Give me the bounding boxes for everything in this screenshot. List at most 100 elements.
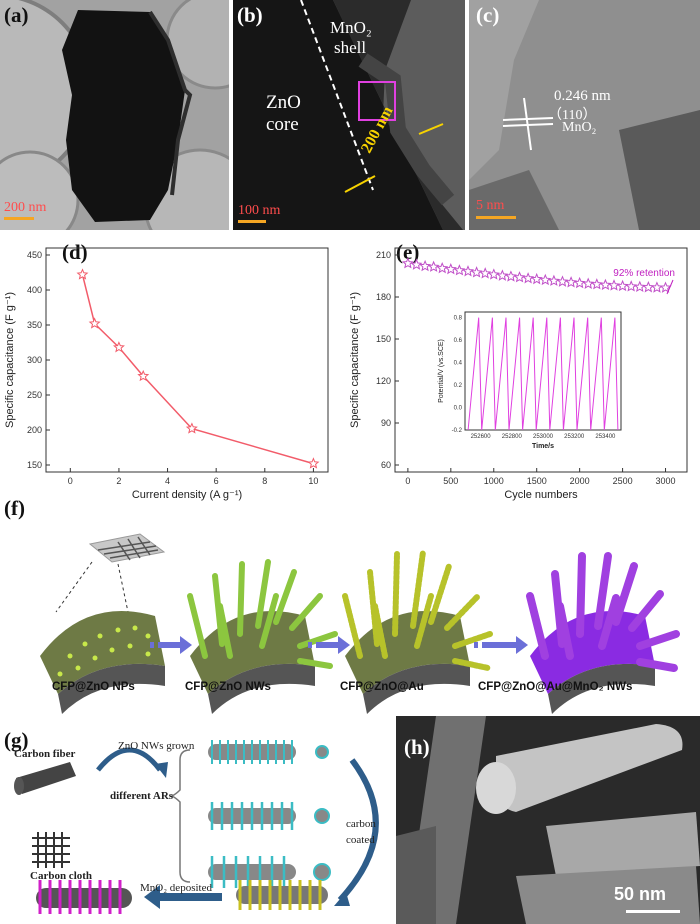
step-caption-4: CFP@ZnO@Au@MnO₂ NWs (478, 681, 633, 693)
data-point (633, 280, 646, 293)
inset-y-tick-label: -0.2 (452, 428, 463, 434)
y-tick-label: 150 (27, 460, 42, 470)
inset-x-tick-label: 253400 (595, 434, 616, 440)
x-axis-title: Current density (A g⁻¹) (132, 489, 242, 501)
data-point (530, 272, 543, 285)
inset-y-axis-title: Potential/V (vs.SCE) (438, 339, 445, 403)
data-point (642, 281, 655, 293)
zno-core-label: ZnO (266, 92, 301, 113)
y-tick-label: 90 (381, 418, 391, 428)
sem-image-h (396, 716, 700, 924)
inset-x-axis-title: Time/s (532, 443, 554, 450)
deposit-arrow (144, 885, 222, 909)
tem-image-a (0, 0, 229, 230)
lattice-spacing-label: 0.246 nm (554, 88, 611, 104)
inset-y-tick-label: 0.0 (454, 406, 463, 412)
data-point (427, 260, 440, 272)
lattice-material-label: MnO₂ (562, 120, 597, 135)
y-axis-title: Specific capacitance (F g⁻¹) (349, 292, 361, 428)
x-tick-label: 1000 (484, 476, 504, 486)
step-arrows (150, 636, 528, 654)
mno2-rod (36, 880, 132, 914)
data-point (659, 281, 672, 293)
lattice-plane-label: （110） (548, 108, 597, 123)
carbon-cloth-label: Carbon cloth (30, 870, 93, 882)
step-caption-2: CFP@ZnO NWs (185, 681, 271, 693)
sem-image-h-drawing (396, 716, 700, 924)
nanowire-rod-3 (208, 856, 296, 888)
y-tick-label: 200 (27, 425, 42, 435)
panel-a-scale-bar (4, 217, 34, 220)
data-point (444, 262, 457, 275)
data-point (650, 281, 663, 293)
inset-frame (464, 311, 622, 431)
data-point (419, 259, 432, 272)
y-tick-label: 250 (27, 390, 42, 400)
data-point (625, 280, 638, 292)
inset-x-tick-label: 253000 (533, 434, 554, 440)
fabrication-schematic (40, 533, 680, 714)
inset-x-tick-label: 253200 (564, 434, 585, 440)
x-tick-label: 500 (443, 476, 458, 486)
data-point (599, 278, 612, 291)
carbon-fiber-rod (14, 762, 76, 795)
data-point (565, 276, 578, 288)
y-tick-label: 400 (27, 285, 42, 295)
x-tick-label: 6 (214, 476, 219, 486)
y-tick-label: 300 (27, 355, 42, 365)
x-tick-label: 0 (68, 476, 73, 486)
tem-image-a-drawing (0, 0, 229, 230)
y-tick-label: 350 (27, 320, 42, 330)
y-axis-title: Specific capacitance (F g⁻¹) (4, 292, 16, 428)
step2-nanowires (187, 559, 338, 714)
mno2-deposited-label: MnO₂ deposited (140, 882, 212, 894)
data-point (185, 422, 198, 434)
data-point (496, 269, 509, 281)
rate-capability-chart: 0 2 4 6 8 10 150 200 250 300 350 400 450 Current dens… (4, 247, 329, 501)
grow-arrow (96, 747, 162, 772)
panel-a-scale-text: 200 nm (4, 200, 47, 215)
x-tick-label: 4 (165, 476, 170, 486)
plot-frame (45, 247, 329, 473)
panel-f-label: (f) (4, 496, 25, 520)
carbon-coated-rod (236, 880, 328, 910)
data-point (137, 369, 150, 382)
data-point (556, 275, 569, 287)
data-point (401, 257, 414, 269)
step-caption-1: CFP@ZnO NPs (52, 681, 135, 693)
data-point (410, 258, 423, 270)
panel-c-scale-text: 5 nm (476, 198, 505, 213)
tem-image-c-drawing (469, 0, 700, 230)
data-point (436, 262, 449, 274)
x-tick-label: 8 (262, 476, 267, 486)
y-tick-label: 60 (381, 460, 391, 470)
y-tick-label: 150 (376, 334, 391, 344)
panel-g-label: (g) (4, 728, 29, 752)
inset-y-tick-label: 0.8 (454, 316, 463, 322)
inset-y-tick-label: 0.2 (454, 383, 463, 389)
data-point (112, 341, 125, 353)
step-caption-3: CFP@ZnO@Au (340, 681, 424, 693)
nanowire-rod-2 (208, 802, 296, 830)
x-tick-label: 10 (308, 476, 318, 486)
x-tick-label: 2 (116, 476, 121, 486)
data-point (461, 265, 475, 277)
carbon-arrow (337, 758, 379, 903)
data-point (573, 276, 586, 289)
different-ars-label: different ARs (110, 790, 174, 802)
panel-b-scale-text: 100 nm (238, 203, 281, 218)
y-tick-label: 120 (376, 376, 391, 386)
y-tick-label: 450 (27, 250, 42, 260)
zno-grown-label: ZnO NWs grown (118, 740, 195, 752)
x-tick-label: 1500 (527, 476, 547, 486)
panel-a-label: (a) (4, 3, 29, 27)
carbon-fiber-label: Carbon fiber (14, 748, 76, 760)
data-point (590, 278, 603, 290)
data-point (539, 273, 552, 286)
data-point (504, 270, 517, 282)
panel-b-scale-bar (238, 220, 266, 223)
data-point (76, 268, 89, 280)
bracket (170, 749, 191, 883)
data-point (547, 274, 560, 286)
panel-h-scale-bar (626, 910, 680, 913)
